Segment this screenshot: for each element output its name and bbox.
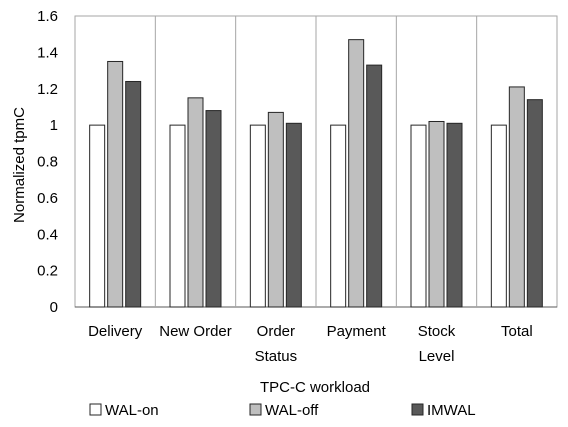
bar-wal-on-new-order xyxy=(169,124,186,308)
y-tick-label: 1.2 xyxy=(37,81,58,98)
bar-imwal-stock-level xyxy=(446,122,463,308)
bar-wal-on-payment xyxy=(330,124,347,308)
y-tick-label: 0.6 xyxy=(37,190,58,207)
bar-wal-off-stock-level xyxy=(428,120,445,308)
x-axis-title: TPC-C workload xyxy=(260,379,370,396)
x-category-label: Delivery xyxy=(88,323,143,340)
legend-label-wal-off: WAL-off xyxy=(265,402,319,419)
x-category-label: Total xyxy=(501,323,533,340)
bar-wal-on-total xyxy=(490,124,507,308)
x-category-label: Status xyxy=(255,348,298,365)
bars xyxy=(89,39,543,308)
legend: WAL-on WAL-off IMWAL xyxy=(89,402,476,419)
y-tick-label: 0.4 xyxy=(37,226,58,243)
legend-swatch-wal-off xyxy=(249,403,262,416)
y-axis-title: Normalized tpmC xyxy=(11,107,28,223)
bar-imwal-total xyxy=(526,99,543,308)
y-tick-label: 0 xyxy=(50,299,58,316)
y-tick-label: 0.8 xyxy=(37,154,58,171)
y-tick-label: 0.2 xyxy=(37,263,58,280)
bar-wal-off-new-order xyxy=(187,97,204,308)
bar-wal-off-payment xyxy=(348,39,365,308)
bar-imwal-payment xyxy=(366,64,383,308)
bar-wal-off-order-status xyxy=(267,111,284,308)
x-category-label: Order xyxy=(257,323,295,340)
category-separators xyxy=(154,16,478,307)
x-category-label: Payment xyxy=(327,323,387,340)
bar-wal-off-total xyxy=(508,86,525,308)
legend-swatch-imwal xyxy=(411,403,424,416)
legend-label-imwal: IMWAL xyxy=(427,402,476,419)
legend-label-wal-on: WAL-on xyxy=(105,402,159,419)
x-category-label: Level xyxy=(419,348,455,365)
bar-wal-on-order-status xyxy=(249,124,266,308)
y-tick-label: 1.4 xyxy=(37,44,58,61)
bar-imwal-order-status xyxy=(285,122,302,308)
bar-wal-off-delivery xyxy=(107,60,124,308)
x-category-label: Stock xyxy=(418,323,456,340)
bar-imwal-delivery xyxy=(125,80,142,308)
y-axis-ticks: 0 0.2 0.4 0.6 0.8 1 1.2 1.4 1.6 xyxy=(37,8,58,316)
bar-imwal-new-order xyxy=(205,110,222,308)
bar-wal-on-stock-level xyxy=(410,124,427,308)
x-axis-categories: Delivery New Order Order Status Payment Stock… xyxy=(88,323,533,365)
y-tick-label: 1 xyxy=(50,117,58,134)
y-tick-label: 1.6 xyxy=(37,8,58,25)
x-category-label: New Order xyxy=(159,323,232,340)
bar-wal-on-delivery xyxy=(89,124,106,308)
legend-swatch-wal-on xyxy=(89,403,102,416)
